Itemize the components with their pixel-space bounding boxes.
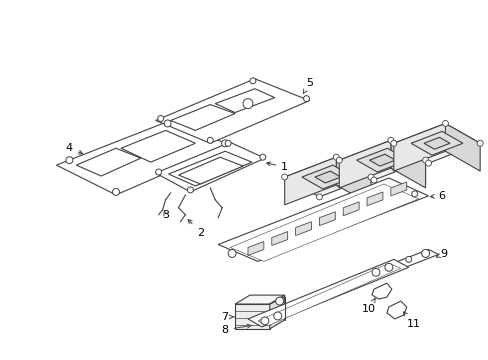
Text: 3: 3 — [162, 210, 169, 220]
Polygon shape — [269, 295, 284, 329]
Polygon shape — [369, 154, 395, 166]
Polygon shape — [343, 202, 358, 216]
Circle shape — [224, 140, 231, 146]
Circle shape — [303, 96, 309, 102]
Circle shape — [260, 317, 268, 325]
Polygon shape — [235, 295, 284, 304]
Polygon shape — [356, 148, 407, 172]
Circle shape — [387, 137, 393, 143]
Circle shape — [243, 99, 252, 109]
Circle shape — [421, 249, 428, 257]
Polygon shape — [284, 157, 336, 205]
Text: 6: 6 — [429, 191, 444, 201]
Polygon shape — [301, 165, 353, 189]
Text: 2: 2 — [188, 220, 203, 238]
Polygon shape — [271, 231, 287, 246]
Text: 4: 4 — [66, 143, 82, 154]
Circle shape — [442, 121, 447, 126]
Circle shape — [112, 188, 119, 195]
Text: 10: 10 — [361, 298, 375, 314]
Circle shape — [316, 194, 322, 200]
Text: 7: 7 — [221, 312, 234, 322]
Circle shape — [422, 157, 427, 163]
Polygon shape — [121, 130, 195, 162]
Polygon shape — [247, 260, 408, 327]
Polygon shape — [155, 142, 264, 192]
Polygon shape — [390, 140, 425, 188]
Polygon shape — [218, 178, 427, 261]
Polygon shape — [339, 140, 390, 188]
Text: 9: 9 — [436, 249, 446, 260]
Circle shape — [371, 268, 379, 276]
Circle shape — [228, 249, 236, 257]
Circle shape — [273, 312, 281, 320]
Polygon shape — [235, 304, 269, 329]
Polygon shape — [314, 171, 340, 183]
Circle shape — [249, 78, 255, 84]
Polygon shape — [155, 79, 309, 143]
Polygon shape — [393, 123, 445, 171]
Polygon shape — [390, 182, 406, 196]
Circle shape — [333, 154, 339, 160]
Polygon shape — [215, 89, 274, 113]
Polygon shape — [371, 283, 391, 299]
Polygon shape — [339, 140, 425, 180]
Text: 8: 8 — [221, 324, 251, 335]
Circle shape — [476, 140, 482, 146]
Polygon shape — [423, 137, 449, 149]
Circle shape — [384, 264, 392, 271]
Text: 1: 1 — [266, 162, 287, 172]
Polygon shape — [295, 222, 311, 235]
Polygon shape — [230, 184, 418, 261]
Polygon shape — [410, 131, 462, 155]
Circle shape — [66, 157, 73, 164]
Polygon shape — [76, 148, 141, 176]
Polygon shape — [393, 123, 479, 163]
Polygon shape — [170, 105, 235, 130]
Polygon shape — [366, 192, 382, 206]
Polygon shape — [168, 151, 251, 186]
Polygon shape — [257, 264, 400, 326]
Circle shape — [221, 140, 228, 147]
Circle shape — [187, 187, 193, 193]
Circle shape — [157, 116, 163, 121]
Polygon shape — [339, 249, 438, 289]
Circle shape — [259, 154, 265, 160]
Polygon shape — [247, 242, 264, 255]
Polygon shape — [445, 123, 479, 171]
Circle shape — [405, 256, 411, 262]
Polygon shape — [284, 157, 370, 197]
Circle shape — [164, 120, 171, 127]
Text: 5: 5 — [303, 78, 312, 93]
Circle shape — [370, 177, 376, 183]
Circle shape — [390, 140, 396, 146]
Circle shape — [367, 174, 373, 180]
Polygon shape — [319, 212, 335, 226]
Circle shape — [275, 297, 283, 305]
Polygon shape — [386, 301, 406, 319]
Text: 11: 11 — [403, 312, 420, 329]
Circle shape — [425, 160, 431, 166]
Circle shape — [411, 191, 417, 197]
Polygon shape — [178, 157, 243, 184]
Circle shape — [207, 137, 213, 143]
Polygon shape — [56, 121, 230, 195]
Circle shape — [281, 174, 287, 180]
Circle shape — [336, 157, 342, 163]
Polygon shape — [336, 157, 370, 205]
Circle shape — [155, 169, 162, 175]
